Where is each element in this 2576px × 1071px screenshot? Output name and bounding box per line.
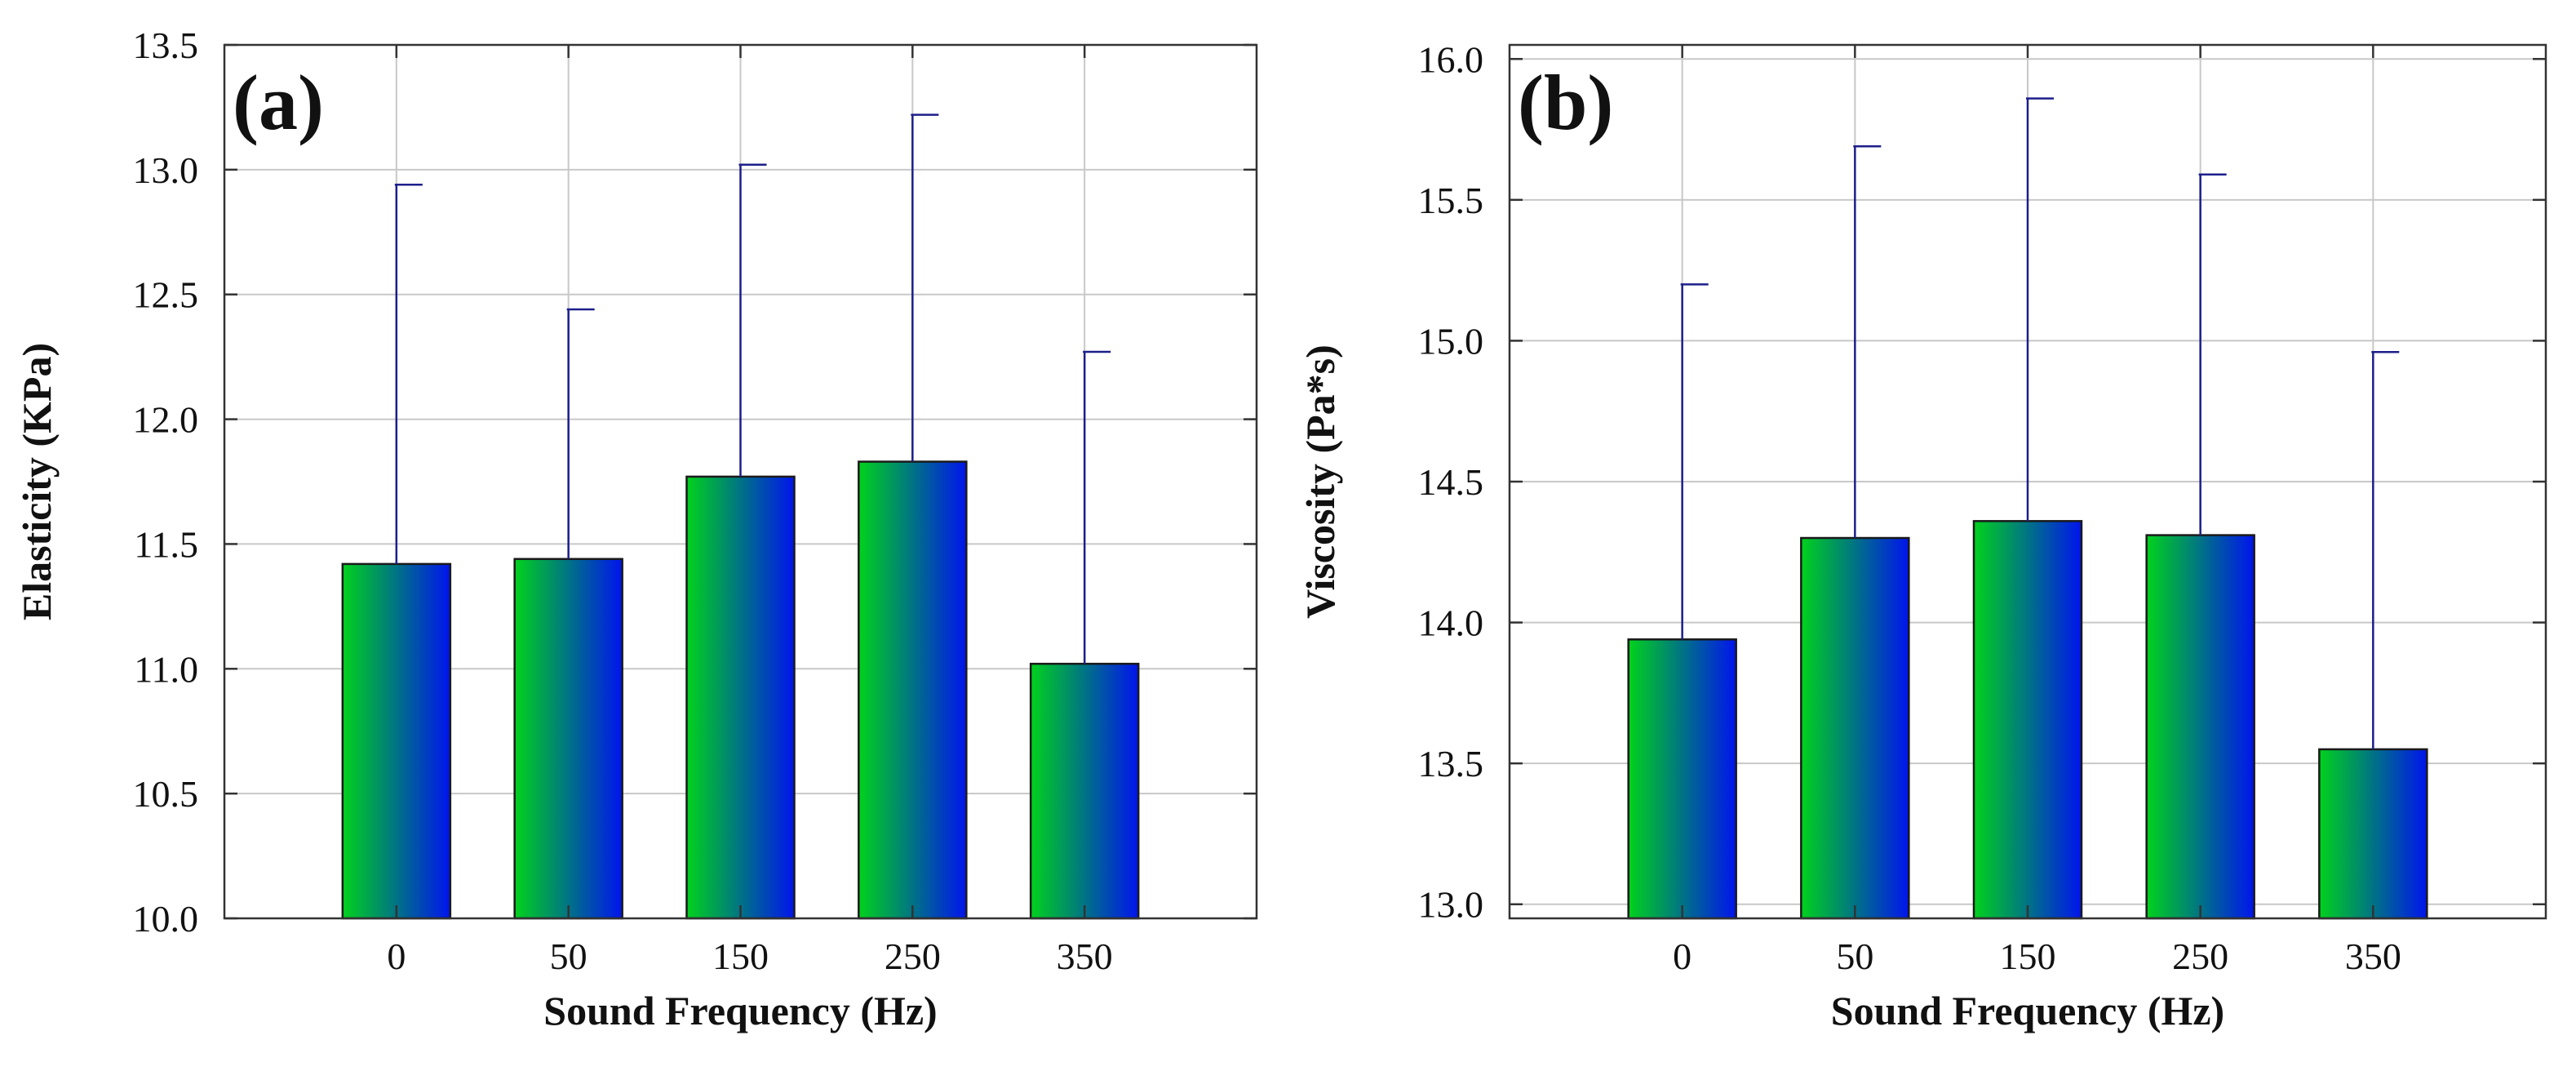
panel-a-x-tick-label: 150 bbox=[712, 935, 769, 977]
panel-b-x-tick-labels: 0 50 150 250 350 bbox=[1673, 935, 2401, 977]
panel-b-x-tick-label: 0 bbox=[1673, 935, 1691, 977]
panel-a-y-tick-label: 11.0 bbox=[134, 648, 198, 690]
panel-b-x-tick-label: 250 bbox=[2172, 935, 2228, 977]
panel-a-y-tick-label: 12.5 bbox=[133, 274, 199, 316]
panel-b-x-tick-label: 50 bbox=[1836, 935, 1873, 977]
panel-a-bars bbox=[341, 460, 1140, 920]
panel-a-x-axis-title: Sound Frequency (Hz) bbox=[543, 988, 937, 1033]
panel-b-bar bbox=[2318, 748, 2428, 920]
panel-b-y-tick-label: 13.5 bbox=[1418, 743, 1484, 784]
panel-b-bar bbox=[2145, 534, 2255, 920]
panel-a-x-tick-label: 50 bbox=[550, 935, 587, 977]
panel-b-error-bars bbox=[1680, 97, 2400, 749]
panel-b-bars bbox=[1627, 520, 2428, 920]
panel-a-x-tick-label: 350 bbox=[1057, 935, 1113, 977]
panel-a-y-tick-label: 11.5 bbox=[134, 523, 198, 565]
panel-b-y-axis-title: Viscosity (Pa*s) bbox=[1297, 344, 1343, 619]
panel-a-y-tick-label: 13.5 bbox=[133, 24, 199, 66]
panel-b-bar bbox=[1627, 638, 1737, 920]
panel-a-y-tick-label: 10.0 bbox=[133, 898, 199, 940]
chart-panel-b: 13.0 13.5 14.0 14.5 15.0 15.5 16.0 0 50 … bbox=[1297, 38, 2547, 1033]
panel-b-x-tick-label: 150 bbox=[2000, 935, 2056, 977]
panel-a-y-axis-title: Elasticity (KPa) bbox=[14, 343, 60, 620]
panel-b-y-tick-label: 15.0 bbox=[1418, 320, 1484, 362]
chart-panel-a: 10.0 10.5 11.0 11.5 12.0 12.5 13.0 13.5 … bbox=[14, 24, 1258, 1033]
panel-a-x-tick-labels: 0 50 150 250 350 bbox=[387, 935, 1112, 977]
panel-a-label: (a) bbox=[233, 59, 324, 146]
panel-b-y-tick-label: 14.0 bbox=[1418, 602, 1484, 644]
panel-b-tickmarks bbox=[1510, 45, 2546, 918]
panel-a-bar bbox=[858, 460, 968, 920]
panel-b-x-tick-label: 350 bbox=[2345, 935, 2401, 977]
panel-a-bar bbox=[1029, 662, 1140, 920]
panel-a-tickmarks bbox=[224, 43, 1257, 920]
panel-a-x-tick-label: 250 bbox=[885, 935, 941, 977]
panel-a-bar bbox=[513, 558, 623, 920]
panel-a-y-tick-label: 13.0 bbox=[133, 149, 199, 191]
panel-a-error-bars bbox=[394, 113, 1111, 664]
panel-b-x-axis-title: Sound Frequency (Hz) bbox=[1831, 988, 2224, 1033]
panel-a-y-tick-labels: 10.0 10.5 11.0 11.5 12.0 12.5 13.0 13.5 bbox=[133, 24, 199, 940]
panel-b-y-tick-labels: 13.0 13.5 14.0 14.5 15.0 15.5 16.0 bbox=[1418, 38, 1484, 925]
panel-b-y-tick-label: 15.5 bbox=[1418, 180, 1484, 221]
panel-a-y-tick-label: 10.5 bbox=[133, 773, 199, 815]
panel-a-y-tick-label: 12.0 bbox=[133, 399, 199, 441]
panel-a-x-tick-label: 0 bbox=[387, 935, 406, 977]
panel-a-bar bbox=[341, 562, 452, 920]
panel-b-label: (b) bbox=[1518, 59, 1613, 146]
panel-a-bar bbox=[685, 475, 796, 920]
panel-b-y-tick-label: 14.5 bbox=[1418, 461, 1484, 503]
panel-b-y-tick-label: 16.0 bbox=[1418, 38, 1484, 80]
panel-b-bar bbox=[1800, 536, 1910, 920]
panel-b-bar bbox=[1972, 520, 2083, 920]
panel-b-y-tick-label: 13.0 bbox=[1418, 884, 1484, 926]
